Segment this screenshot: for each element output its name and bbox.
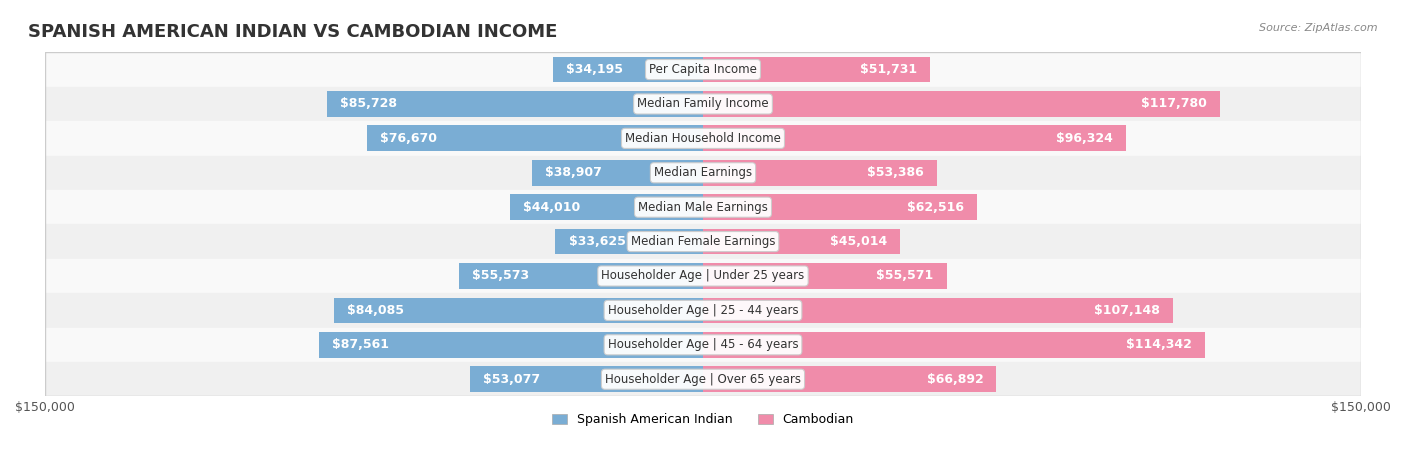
Bar — [703, 366, 997, 392]
Bar — [533, 160, 703, 186]
Text: $62,516: $62,516 — [907, 201, 965, 214]
Text: $53,077: $53,077 — [484, 373, 540, 386]
Text: SPANISH AMERICAN INDIAN VS CAMBODIAN INCOME: SPANISH AMERICAN INDIAN VS CAMBODIAN INC… — [28, 23, 558, 42]
Bar — [367, 126, 703, 151]
Bar — [470, 366, 703, 392]
Legend: Spanish American Indian, Cambodian: Spanish American Indian, Cambodian — [547, 409, 859, 432]
Text: Median Household Income: Median Household Income — [626, 132, 780, 145]
Text: $114,342: $114,342 — [1126, 338, 1191, 351]
Text: $45,014: $45,014 — [830, 235, 887, 248]
Bar — [703, 194, 977, 220]
Bar — [460, 263, 703, 289]
Bar — [328, 91, 703, 117]
Text: $33,625: $33,625 — [568, 235, 626, 248]
Bar — [45, 293, 1361, 328]
Text: $55,571: $55,571 — [876, 269, 934, 283]
Bar — [703, 160, 938, 186]
Bar — [45, 156, 1361, 190]
Bar — [703, 332, 1205, 358]
Text: $38,907: $38,907 — [546, 166, 602, 179]
Text: Median Female Earnings: Median Female Earnings — [631, 235, 775, 248]
Text: $85,728: $85,728 — [340, 98, 396, 111]
Text: $76,670: $76,670 — [380, 132, 437, 145]
Bar — [45, 87, 1361, 121]
Text: Median Male Earnings: Median Male Earnings — [638, 201, 768, 214]
Bar — [703, 126, 1126, 151]
Text: $51,731: $51,731 — [859, 63, 917, 76]
Text: Householder Age | Over 65 years: Householder Age | Over 65 years — [605, 373, 801, 386]
Bar — [45, 121, 1361, 156]
Text: Per Capita Income: Per Capita Income — [650, 63, 756, 76]
Bar — [510, 194, 703, 220]
Bar — [703, 297, 1173, 323]
Bar — [703, 263, 946, 289]
Text: Source: ZipAtlas.com: Source: ZipAtlas.com — [1260, 23, 1378, 33]
Text: $117,780: $117,780 — [1140, 98, 1206, 111]
Text: $34,195: $34,195 — [567, 63, 623, 76]
Text: Householder Age | 45 - 64 years: Householder Age | 45 - 64 years — [607, 338, 799, 351]
Text: $44,010: $44,010 — [523, 201, 581, 214]
Bar — [703, 57, 929, 83]
Bar — [703, 229, 900, 255]
Text: $84,085: $84,085 — [347, 304, 405, 317]
Bar — [335, 297, 703, 323]
Bar — [553, 57, 703, 83]
Bar — [45, 362, 1361, 396]
Bar — [45, 224, 1361, 259]
Text: Median Earnings: Median Earnings — [654, 166, 752, 179]
Bar — [555, 229, 703, 255]
Bar — [703, 91, 1220, 117]
Text: $55,573: $55,573 — [472, 269, 530, 283]
Text: Householder Age | 25 - 44 years: Householder Age | 25 - 44 years — [607, 304, 799, 317]
Text: $107,148: $107,148 — [1094, 304, 1160, 317]
Bar — [45, 52, 1361, 87]
Text: Median Family Income: Median Family Income — [637, 98, 769, 111]
Text: $87,561: $87,561 — [332, 338, 389, 351]
Text: $66,892: $66,892 — [927, 373, 983, 386]
Text: $96,324: $96,324 — [1056, 132, 1112, 145]
Bar — [45, 328, 1361, 362]
Text: $53,386: $53,386 — [868, 166, 924, 179]
Bar — [45, 190, 1361, 224]
Bar — [45, 259, 1361, 293]
Text: Householder Age | Under 25 years: Householder Age | Under 25 years — [602, 269, 804, 283]
Bar — [319, 332, 703, 358]
